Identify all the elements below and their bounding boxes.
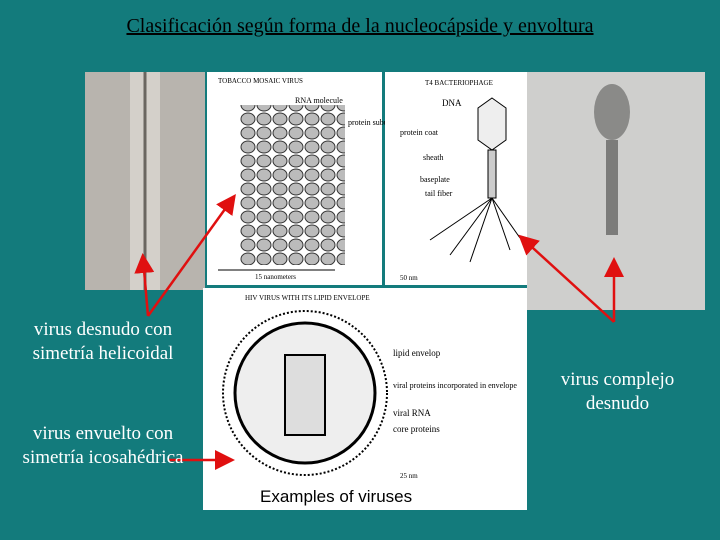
hiv-rna: viral RNA [393, 408, 431, 418]
hiv-envelope-label: lipid envelop [393, 348, 441, 358]
t4-scale: 50 nm [400, 274, 418, 282]
label-complex: virus complejo desnudo [560, 369, 675, 414]
hiv-core [284, 354, 326, 436]
tmv-helix [240, 105, 345, 265]
t4-sheath: sheath [423, 153, 443, 162]
t4-dna: DNA [442, 98, 462, 108]
t4-fiber: tail fiber [425, 189, 453, 198]
t4-head [477, 97, 507, 151]
hiv-proteins: viral proteins incorporated in envelope [393, 381, 517, 390]
t4-photo-tail [606, 140, 618, 235]
hiv-title: HIV VIRUS WITH ITS LIPID ENVELOPE [245, 294, 370, 302]
hiv-scale: 25 nm [400, 472, 418, 480]
t4-photo-head [594, 84, 630, 140]
tmv-title: TOBACCO MOSAIC VIRUS [218, 77, 303, 85]
tmv-scale: 15 nanometers [255, 273, 296, 281]
tmv-protein: protein subunit of coat [348, 118, 421, 127]
t4-title: T4 BACTERIOPHAGE [425, 79, 493, 87]
arrows [134, 193, 624, 470]
t4-fibers [429, 197, 521, 263]
title: Clasificación según forma de la nucleocá… [126, 15, 593, 37]
t4-coat: protein coat [400, 128, 439, 137]
hiv-core-label: core proteins [393, 424, 440, 434]
label-helical: virus desnudo con simetría helicoidal [32, 319, 174, 364]
t4-baseplate: baseplate [420, 175, 450, 184]
label-enveloped: virus envuelto con simetría icosahédrica [22, 423, 184, 468]
t4-tail [487, 149, 497, 199]
hiv-caption: Examples of viruses [260, 487, 412, 506]
tmv-rna: RNA molecule [295, 96, 343, 105]
